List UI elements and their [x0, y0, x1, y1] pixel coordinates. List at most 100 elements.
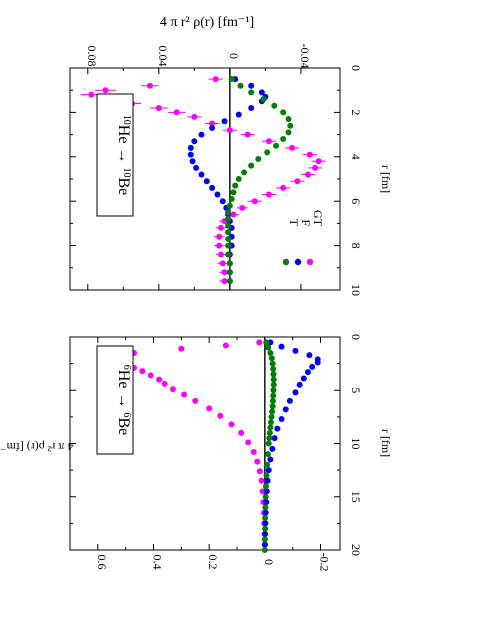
right-parent-mass: 10	[122, 115, 133, 125]
legend-marker	[294, 258, 302, 266]
data-point	[198, 171, 205, 178]
data-point	[212, 76, 219, 83]
right-daughter-nucleus: Be	[115, 177, 132, 195]
data-point	[267, 419, 274, 426]
left-parent-nucleus: He	[115, 370, 132, 389]
data-point	[264, 451, 271, 458]
data-point	[226, 202, 233, 209]
data-point	[226, 260, 233, 267]
data-point	[280, 184, 287, 191]
data-point	[228, 421, 235, 428]
data-point	[309, 363, 316, 370]
data-point	[267, 339, 274, 346]
right-reaction-annotation: 10He→10Be	[96, 93, 134, 217]
data-point	[230, 189, 237, 196]
data-point	[300, 375, 307, 382]
data-point	[306, 352, 313, 359]
y-tick-label: 0.04	[156, 46, 170, 67]
data-point	[271, 102, 278, 109]
data-point	[187, 151, 194, 158]
x-tick-label: 8	[349, 243, 363, 249]
x-tick-label: 10	[349, 438, 363, 450]
data-point	[271, 435, 278, 442]
data-point	[226, 127, 233, 134]
data-point	[267, 424, 274, 431]
x-tick-label: 5	[349, 387, 363, 393]
data-point	[262, 515, 269, 522]
data-point	[265, 467, 272, 474]
data-point	[262, 531, 269, 538]
data-point	[221, 118, 228, 125]
data-point	[248, 162, 255, 169]
data-point	[203, 178, 210, 185]
data-point	[245, 439, 252, 446]
data-point	[225, 235, 232, 242]
data-point	[261, 547, 268, 553]
data-point	[187, 144, 194, 151]
data-point	[198, 131, 205, 138]
data-point	[237, 82, 244, 89]
x-tick-label: 2	[349, 109, 363, 115]
data-point	[264, 477, 271, 484]
left-reaction-annotation: 6He→6Be	[96, 345, 134, 455]
data-point	[235, 111, 242, 118]
data-point	[266, 429, 273, 436]
data-point	[228, 76, 235, 83]
data-point	[192, 397, 199, 404]
data-point	[228, 195, 235, 202]
data-point	[225, 215, 232, 222]
data-point	[155, 104, 162, 111]
data-point	[189, 158, 196, 165]
data-point	[282, 406, 289, 413]
legend-marker	[306, 258, 314, 266]
data-point	[206, 405, 213, 412]
data-point	[209, 124, 216, 131]
data-point	[181, 391, 188, 398]
data-point	[261, 541, 268, 548]
data-point	[88, 91, 95, 98]
y-tick-label: -0.2	[318, 553, 332, 572]
y-tick-label: 0.4	[151, 555, 165, 570]
data-point	[270, 371, 277, 378]
legend-label: F	[299, 219, 313, 226]
data-point	[263, 339, 270, 346]
x-tick-label: 0	[349, 65, 363, 71]
left-daughter-nucleus: Be	[115, 417, 132, 435]
data-point	[262, 504, 269, 511]
data-point	[262, 493, 269, 500]
data-point	[248, 104, 255, 111]
left-tick-labels: 0 5 10 15 20 -0.2 0 0.2 0.4 0.6	[95, 334, 363, 572]
data-point	[248, 82, 255, 89]
data-point	[238, 429, 245, 436]
data-point	[259, 488, 266, 495]
x-tick-label: 0	[349, 334, 363, 340]
data-point	[225, 222, 232, 229]
data-point	[146, 82, 153, 89]
data-point	[269, 403, 276, 410]
y-tick-label: -0.04	[298, 44, 312, 69]
right-arrow: →	[115, 147, 132, 163]
data-point	[222, 342, 229, 349]
x-tick-label: 10	[349, 284, 363, 296]
data-point	[263, 488, 270, 495]
data-point	[289, 144, 296, 151]
data-point	[256, 468, 263, 475]
data-point	[262, 483, 269, 490]
left-y-axis-label: 4 π r² ρ(r) [fm⁻¹]	[0, 440, 73, 454]
x-tick-label: 15	[349, 491, 363, 503]
data-point	[178, 345, 185, 352]
data-point	[280, 109, 287, 116]
legend-marker	[282, 258, 290, 266]
data-point	[292, 347, 299, 354]
data-point	[270, 392, 277, 399]
data-point	[102, 87, 109, 94]
data-point	[258, 89, 265, 96]
data-point	[169, 386, 176, 393]
data-point	[254, 458, 261, 465]
data-point	[268, 413, 275, 420]
data-point	[230, 211, 237, 218]
data-point	[225, 209, 232, 216]
data-point	[261, 536, 268, 543]
data-point	[256, 339, 263, 346]
data-point	[225, 229, 232, 236]
